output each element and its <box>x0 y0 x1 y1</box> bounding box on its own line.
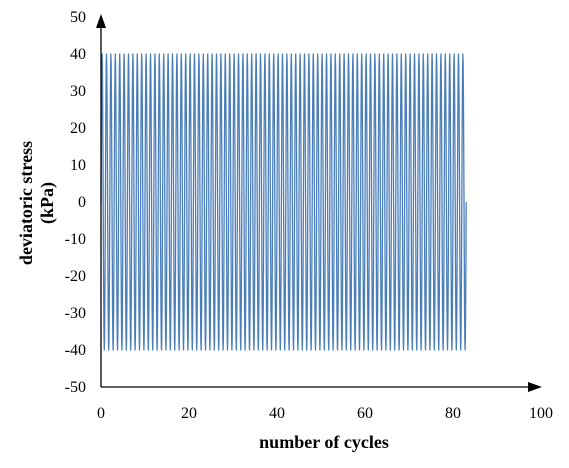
y-axis-title-line-2: (kPa) <box>37 182 58 224</box>
x-tick-label: 60 <box>357 405 373 422</box>
x-tick-label: 80 <box>445 405 461 422</box>
y-tick-label: -40 <box>65 342 86 359</box>
plot-area <box>100 53 467 351</box>
x-axis-title: number of cycles <box>259 432 389 452</box>
y-tick-label: 0 <box>78 194 86 211</box>
y-tick-label: -50 <box>65 379 86 396</box>
series-line <box>100 53 467 351</box>
y-axis-title: deviatoric stress (kPa) <box>16 141 58 265</box>
y-tick-labels: 50 40 30 20 10 0 -10 -20 -30 -40 -50 <box>65 9 86 396</box>
y-axis-title-line-1: deviatoric stress <box>16 141 36 265</box>
y-axis-arrow <box>96 14 106 28</box>
x-tick-label: 0 <box>97 405 105 422</box>
x-tick-label: 100 <box>529 405 553 422</box>
y-tick-label: -30 <box>65 305 86 322</box>
y-tick-label: 30 <box>70 83 86 100</box>
axes <box>96 14 542 392</box>
y-tick-label: -10 <box>65 231 86 248</box>
y-tick-label: 40 <box>70 46 86 63</box>
x-tick-labels: 0 20 40 60 80 100 <box>97 405 553 422</box>
y-tick-label: 50 <box>70 9 86 26</box>
x-tick-label: 40 <box>269 405 285 422</box>
y-tick-label: -20 <box>65 268 86 285</box>
x-tick-label: 20 <box>181 405 197 422</box>
y-tick-label: 20 <box>70 120 86 137</box>
y-tick-label: 10 <box>70 157 86 174</box>
x-axis-arrow <box>528 382 542 392</box>
